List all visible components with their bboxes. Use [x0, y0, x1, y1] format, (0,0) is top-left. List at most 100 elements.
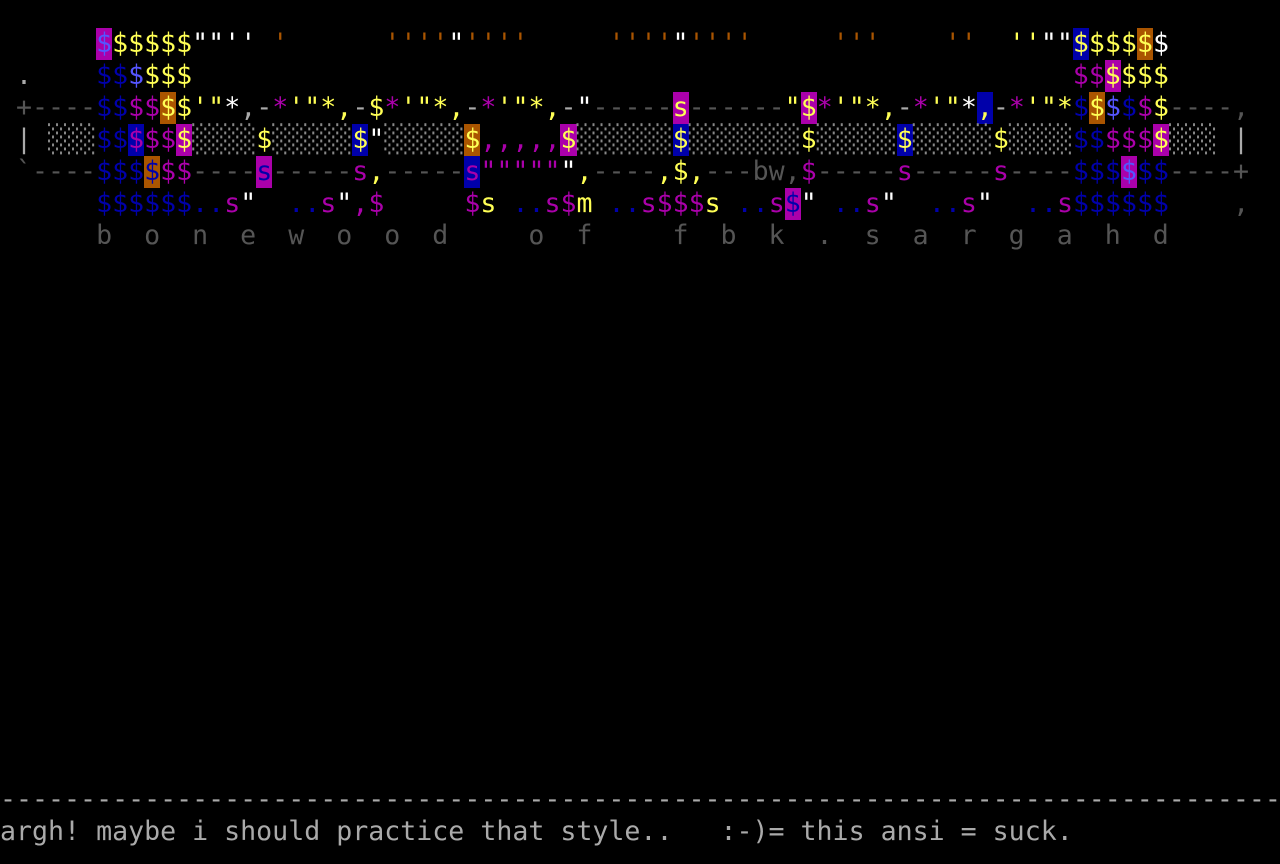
ansi-glyphs: $$$	[1088, 28, 1137, 59]
ansi-glyphs: "	[240, 188, 257, 219]
ansi-glyphs: -----	[384, 156, 465, 187]
ansi-glyphs: "	[368, 124, 385, 155]
ansi-glyphs: $	[352, 124, 369, 156]
ansi-glyphs: $	[128, 124, 145, 156]
art-row: +----$$$$$$'"*,-*'"*,-$*'"*,-*'"*,-"----…	[0, 92, 1249, 124]
ansi-glyphs: -	[352, 92, 369, 123]
ansi-glyphs: $	[1152, 124, 1169, 156]
ansi-glyphs: s	[672, 92, 689, 124]
ansi-glyphs: ,	[1169, 188, 1250, 219]
ansi-glyphs: ''''	[464, 28, 529, 59]
ansi-glyphs: s	[960, 188, 977, 219]
ansi-glyphs: -----	[272, 156, 353, 187]
ansi-glyphs: ,	[976, 92, 993, 124]
ansi-glyphs: ,-	[240, 92, 273, 123]
ansi-glyphs: """""	[480, 156, 561, 187]
ansi-glyphs: $$	[96, 92, 129, 123]
ansi-glyphs: $	[176, 124, 193, 156]
ansi-glyphs: s	[352, 156, 369, 187]
ansi-glyphs: |	[1217, 124, 1250, 155]
ansi-glyphs: $	[96, 28, 113, 60]
ansi-glyphs: ''	[1008, 28, 1041, 59]
ansi-glyphs: $	[1104, 92, 1121, 123]
ansi-glyphs: ░░░	[1168, 124, 1218, 155]
ansi-glyphs: $	[672, 124, 689, 156]
ansi-glyphs: "	[880, 188, 897, 219]
ansi-glyphs: $	[1136, 28, 1153, 60]
ansi-glyphs: $	[560, 188, 577, 219]
ansi-glyphs: $	[1120, 156, 1137, 188]
ansi-glyphs	[753, 28, 833, 60]
ansi-glyphs: $$$	[1120, 60, 1169, 91]
ansi-glyphs: ----,	[1169, 92, 1250, 123]
ansi-glyphs	[256, 28, 272, 60]
ansi-glyphs	[192, 60, 1073, 92]
ansi-glyphs: $$$	[1104, 124, 1153, 155]
ansi-glyphs: '"*,	[288, 92, 353, 123]
ansi-glyphs: ,	[576, 156, 593, 187]
ansi-glyphs: '"*	[1024, 92, 1073, 123]
ansi-glyphs: *	[960, 92, 977, 123]
ansi-glyphs: s	[320, 188, 337, 219]
ansi-glyphs: '	[272, 28, 289, 59]
ansi-glyphs: $	[1072, 28, 1089, 60]
ansi-glyphs: ░░░░░	[816, 124, 897, 155]
art-row: . $$$$$$ $$$$$$	[0, 60, 1169, 92]
ansi-glyphs: `----	[0, 156, 97, 187]
ansi-glyphs: ----	[1008, 156, 1073, 187]
ansi-glyphs	[288, 28, 384, 60]
ansi-glyphs	[528, 28, 608, 60]
ansi-glyphs: $	[992, 124, 1009, 155]
ansi-glyphs	[384, 188, 464, 220]
ansi-glyphs: $$	[128, 92, 161, 123]
ansi-glyphs: ░░░░	[1008, 124, 1073, 155]
ansi-glyphs: ,	[688, 156, 705, 187]
ansi-glyphs: ,	[784, 156, 801, 187]
ansi-glyphs: s	[704, 188, 721, 219]
ansi-glyphs: ----	[192, 156, 257, 187]
ansi-glyphs: ░░░░░░░	[688, 124, 801, 155]
ansi-glyphs: ''''	[608, 28, 673, 59]
ansi-glyphs: $	[368, 92, 385, 123]
ansi-glyphs: '''	[832, 28, 881, 59]
ansi-glyphs: $$	[160, 156, 193, 187]
ansi-glyphs: ""	[1040, 28, 1073, 59]
ansi-glyphs: s	[544, 188, 561, 219]
ansi-glyphs: $	[368, 188, 385, 219]
ansi-glyphs: "	[336, 188, 353, 219]
ansi-glyphs: "	[672, 28, 689, 59]
ansi-glyphs: -----	[816, 156, 897, 187]
ansi-glyphs: $	[1072, 92, 1089, 123]
ansi-glyphs: $$	[1072, 124, 1105, 155]
art-row: | ░░░$$$$$$░░░░$░░░░░$"░░░░░$,,,,,$░░░░░…	[0, 124, 1249, 156]
ansi-glyphs: $	[560, 124, 577, 156]
art-row: b o n e w o o d o f f b k . s a r g a h …	[0, 220, 1169, 252]
ansi-glyphs: $	[256, 124, 273, 155]
ansi-glyphs: ..	[1024, 188, 1057, 219]
ansi-glyphs: ---	[704, 156, 753, 187]
ansi-glyphs: $	[464, 188, 481, 219]
ansi-glyphs: s	[896, 156, 913, 187]
ansi-glyphs	[593, 188, 609, 220]
ansi-glyphs	[496, 188, 512, 220]
ansi-glyphs: ''	[944, 28, 977, 59]
ansi-glyphs: ░░░░░	[384, 124, 465, 155]
ansi-glyphs: $	[128, 60, 145, 91]
ansi-glyphs: s	[640, 188, 657, 219]
ansi-glyphs: |	[0, 124, 49, 155]
art-row: `----$$$$$$----s-----s,-----s"""""",----…	[0, 156, 1249, 188]
ansi-glyphs: ..	[736, 188, 769, 219]
ansi-glyphs: s	[768, 188, 785, 219]
ansi-glyphs: -----	[912, 156, 993, 187]
ansi-glyphs: '"	[928, 92, 961, 123]
ansi-glyphs	[256, 188, 288, 220]
art-row: $$$$$$..s" ..s",$ $s ..s$m ..s$$$s ..s$"…	[0, 188, 1249, 220]
ansi-glyphs: ..	[192, 188, 225, 219]
ansi-glyphs	[977, 28, 1009, 60]
ansi-glyphs	[993, 188, 1025, 220]
ansi-glyphs: $	[1153, 92, 1170, 123]
ansi-glyphs: *	[912, 92, 929, 123]
ansi-glyphs: $$	[96, 60, 129, 91]
ansi-glyphs: ..	[288, 188, 321, 219]
